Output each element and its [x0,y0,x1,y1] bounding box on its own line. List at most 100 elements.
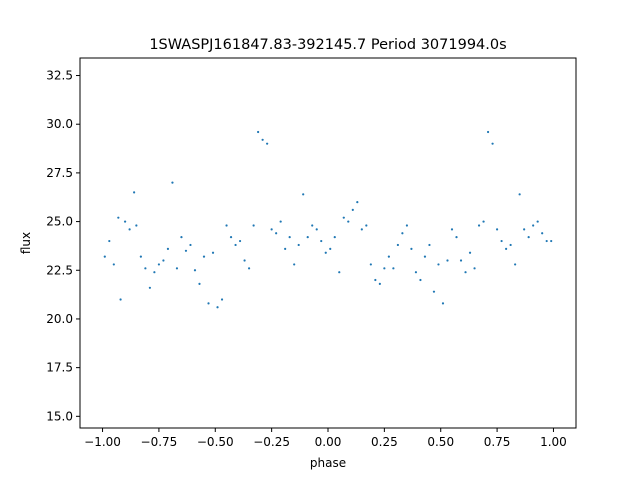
data-point [432,290,436,293]
data-point [414,271,418,274]
x-tick-label: −1.00 [84,435,121,449]
data-point [401,232,404,235]
data-point [148,286,151,289]
x-tick-label: −0.50 [197,435,234,449]
y-axis-label: flux [19,232,33,254]
data-point [356,201,359,204]
data-point [157,263,161,266]
data-point [193,269,197,272]
data-point [261,138,264,141]
data-point [175,267,179,270]
data-point [198,282,201,285]
data-point [455,236,458,239]
data-point [347,220,350,223]
data-point [324,251,327,254]
data-point [441,302,445,305]
data-point [464,271,467,274]
y-tick-label: 17.5 [46,361,73,375]
data-point [238,239,242,243]
data-point [247,267,251,270]
data-point [378,282,381,285]
x-tick-label: 1.00 [540,435,567,449]
data-point [333,236,336,239]
data-point [342,216,345,219]
data-point [112,263,115,266]
data-point [374,278,377,282]
data-point [392,267,395,270]
data-point [139,255,142,258]
data-point [216,306,219,309]
data-point [229,236,233,239]
data-point [184,249,188,252]
data-point [119,298,122,301]
y-tick-label: 20.0 [46,312,73,326]
data-point [266,142,269,145]
data-point [491,142,494,145]
data-point [514,263,517,266]
data-point [311,224,314,227]
y-tick-label: 25.0 [46,215,73,229]
x-tick-label: −0.25 [253,435,290,449]
data-point [144,267,147,270]
y-tick-label: 27.5 [46,166,73,180]
data-point [423,255,427,258]
x-tick-label: 0.50 [427,435,454,449]
data-point [473,267,476,270]
data-point [297,243,300,247]
x-tick-label: 0.00 [315,435,342,449]
y-tick-label: 30.0 [46,117,73,131]
data-point [288,236,291,239]
data-point [360,228,363,231]
y-tick-label: 32.5 [46,69,73,83]
data-point [495,228,499,231]
y-tick-label: 22.5 [46,263,73,277]
data-point [153,271,156,274]
data-point [243,259,246,262]
data-point [545,239,548,243]
data-point [202,255,206,258]
data-point [387,255,390,258]
data-point [541,232,544,235]
data-point [550,239,553,243]
data-point [275,232,278,235]
data-point [446,259,449,262]
data-point [477,224,481,227]
data-point [279,220,282,223]
data-point [306,236,309,239]
data-point [505,247,508,250]
data-point [536,220,539,223]
data-point [450,228,454,231]
data-point [234,243,237,247]
data-point [189,243,192,247]
data-point [166,247,170,250]
data-point [225,224,228,227]
data-point [482,220,485,223]
chart-title: 1SWASPJ161847.83-392145.7 Period 3071994… [149,37,506,53]
x-tick-label: 0.25 [371,435,398,449]
x-tick-label: −0.75 [141,435,178,449]
data-point [207,302,210,305]
scatter-points [103,130,553,309]
data-point [518,193,521,196]
y-tick-label: 15.0 [46,409,73,423]
data-point [284,247,287,250]
data-point [117,216,120,219]
data-point [329,247,332,250]
data-point [459,259,463,262]
data-point [396,243,399,247]
data-point [365,224,368,227]
data-point [500,239,503,243]
data-point [338,271,341,274]
data-point [410,247,413,250]
data-point [302,193,305,196]
data-point [527,236,530,239]
data-point [320,239,323,243]
data-point [135,224,138,227]
data-point [257,130,260,134]
data-point [405,224,409,227]
data-point [315,228,318,231]
data-point [252,224,255,227]
